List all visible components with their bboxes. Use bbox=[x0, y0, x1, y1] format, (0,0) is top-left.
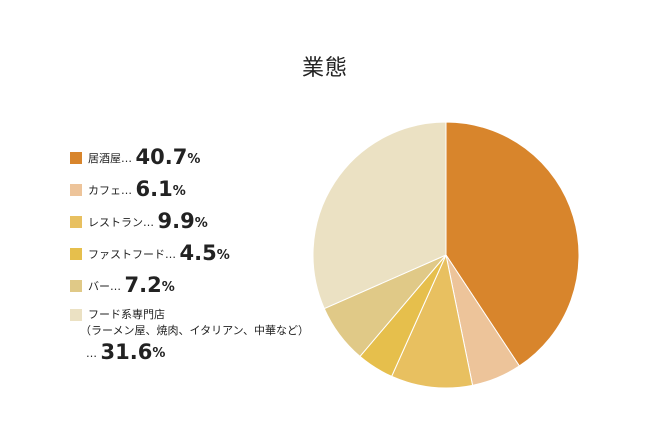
legend-swatch bbox=[70, 152, 82, 164]
legend-label: フード系専門店 bbox=[88, 308, 165, 321]
legend-item-food-specialty: フード系専門店 （ラーメン屋、焼肉、イタリアン、中華など） … 31.6% bbox=[70, 302, 320, 372]
legend-unit: % bbox=[194, 216, 208, 231]
legend-unit: % bbox=[187, 152, 201, 167]
legend-swatch bbox=[70, 216, 82, 228]
pie-slice-2 bbox=[390, 253, 474, 389]
legend-sublabel: （ラーメン屋、焼肉、イタリアン、中華など） bbox=[80, 324, 310, 337]
legend-item-bar: バー… 7.2% bbox=[70, 270, 320, 302]
chart-title: 業態 bbox=[301, 56, 348, 81]
legend-value: 6.1 bbox=[135, 177, 173, 201]
legend-item-restaurant: レストラン… 9.9% bbox=[70, 206, 320, 238]
pie-slice-5 bbox=[312, 121, 447, 310]
legend-label: 居酒屋 bbox=[88, 152, 121, 165]
legend-label: バー bbox=[88, 280, 110, 293]
legend-value: 4.5 bbox=[179, 241, 217, 265]
legend-value: 31.6 bbox=[100, 340, 153, 364]
legend-label: レストラン bbox=[88, 216, 143, 229]
legend-swatch bbox=[70, 309, 82, 321]
legend-swatch bbox=[70, 280, 82, 292]
legend-item-fastfood: ファストフード… 4.5% bbox=[70, 238, 320, 270]
legend-unit: % bbox=[152, 346, 166, 361]
legend-swatch bbox=[70, 248, 82, 260]
legend-unit: % bbox=[216, 248, 230, 263]
legend-label: ファストフード bbox=[88, 248, 165, 261]
legend-value: 40.7 bbox=[135, 145, 188, 169]
legend-value: 9.9 bbox=[157, 209, 195, 233]
legend-value: 7.2 bbox=[124, 273, 162, 297]
legend-unit: % bbox=[172, 184, 186, 199]
legend-swatch bbox=[70, 184, 82, 196]
legend: 居酒屋… 40.7% カフェ… 6.1% レストラン… 9.9% ファストフード… bbox=[70, 142, 320, 372]
legend-item-cafe: カフェ… 6.1% bbox=[70, 174, 320, 206]
legend-item-izakaya: 居酒屋… 40.7% bbox=[70, 142, 320, 174]
legend-label: カフェ bbox=[88, 184, 121, 197]
legend-unit: % bbox=[161, 280, 175, 295]
